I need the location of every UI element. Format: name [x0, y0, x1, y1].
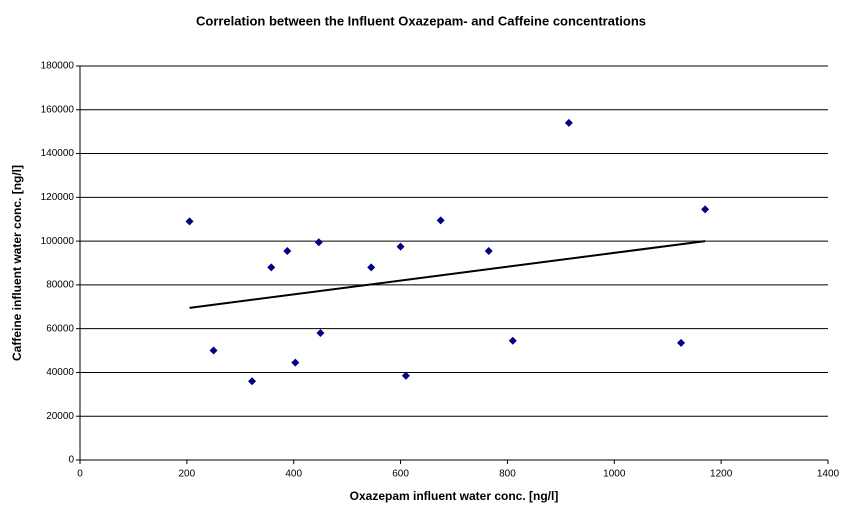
x-tick-label: 600 — [392, 469, 409, 480]
y-tick-label: 120000 — [41, 192, 75, 203]
y-tick-label: 160000 — [41, 104, 75, 115]
point — [508, 336, 517, 345]
y-tick-label: 180000 — [41, 61, 75, 72]
point — [564, 118, 573, 127]
y-tick-label: 140000 — [41, 148, 75, 159]
y-tick-label: 100000 — [41, 236, 75, 247]
point — [209, 346, 218, 355]
point — [248, 377, 257, 386]
x-tick-label: 0 — [77, 469, 83, 480]
x-tick-label: 400 — [285, 469, 302, 480]
point — [701, 205, 710, 214]
y-axis-label: Caffeine influent water conc. [ng/l] — [10, 165, 24, 361]
y-tick-label: 40000 — [46, 367, 74, 378]
point — [291, 358, 300, 367]
point — [185, 217, 194, 226]
point — [367, 263, 376, 272]
point — [314, 238, 323, 247]
y-tick-label: 0 — [68, 455, 74, 466]
x-tick-label: 1200 — [710, 469, 733, 480]
x-tick-label: 800 — [499, 469, 516, 480]
point — [436, 216, 445, 225]
point — [316, 329, 325, 338]
x-tick-label: 1000 — [603, 469, 626, 480]
x-axis-label: Oxazepam influent water conc. [ng/l] — [350, 489, 559, 503]
chart-title: Correlation between the Influent Oxazepa… — [196, 13, 646, 28]
point — [401, 371, 410, 380]
y-tick-label: 60000 — [46, 323, 74, 334]
x-tick-label: 200 — [179, 469, 196, 480]
y-tick-label: 80000 — [46, 280, 74, 291]
point — [267, 263, 276, 272]
point — [484, 246, 493, 255]
x-tick-label: 1400 — [817, 469, 840, 480]
y-tick-label: 20000 — [46, 411, 74, 422]
point — [677, 338, 686, 347]
point — [283, 246, 292, 255]
trendline — [189, 240, 706, 309]
point — [396, 242, 405, 251]
